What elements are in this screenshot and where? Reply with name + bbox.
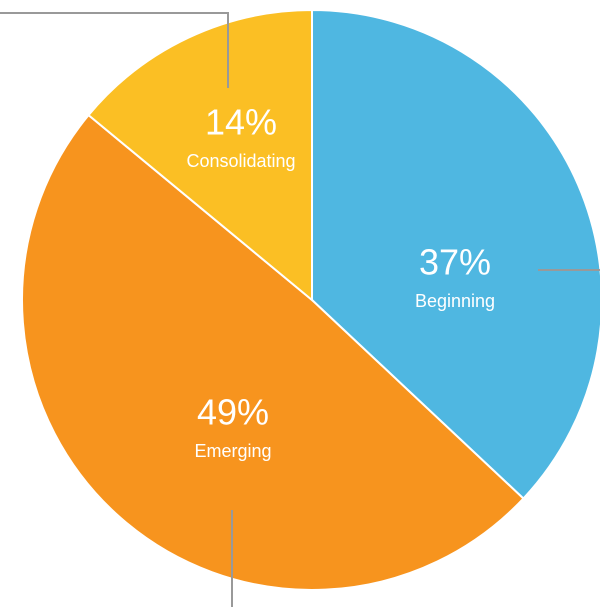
pie-slice	[21, 113, 525, 591]
value-label: 49%	[197, 392, 269, 433]
value-label: 14%	[205, 102, 277, 143]
category-label: Consolidating	[186, 151, 295, 171]
leader-line	[0, 12, 229, 88]
pie-slice	[87, 8, 313, 303]
category-label: Beginning	[415, 291, 495, 311]
value-label: 37%	[419, 242, 491, 283]
slices	[21, 8, 600, 591]
category-label: Emerging	[194, 441, 271, 461]
labels: 37% Beginning 49% Emerging 14% Consolidating	[186, 102, 495, 461]
pie-slice	[311, 8, 600, 500]
